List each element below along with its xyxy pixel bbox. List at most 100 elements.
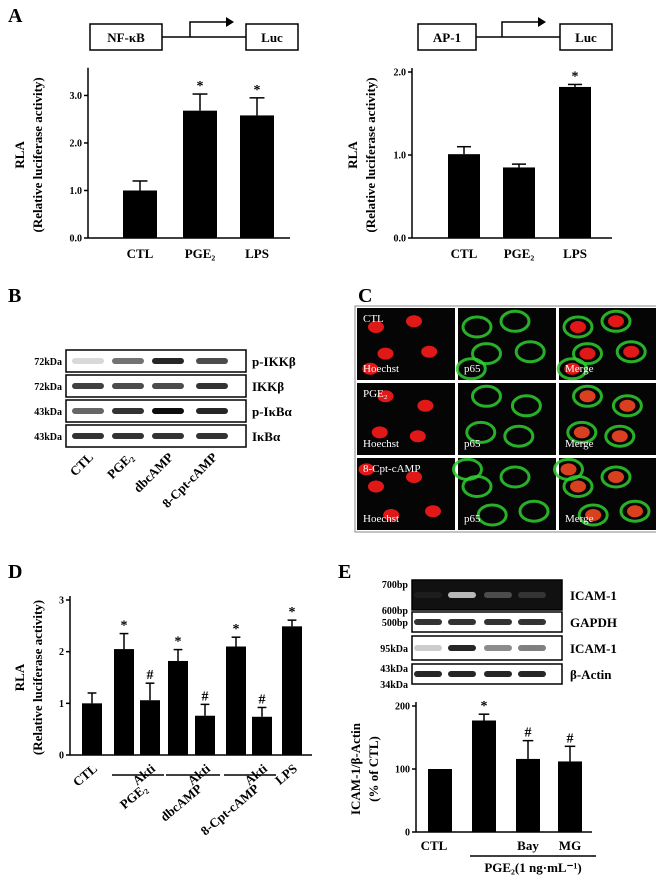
blot-band (72, 408, 104, 414)
p65-stain (499, 309, 531, 333)
channel-label: Merge (565, 363, 594, 375)
panel-label-b: B (8, 285, 21, 307)
p65-stain (572, 384, 603, 408)
gel-row-label: GAPDH (570, 615, 617, 630)
group-label: PGE₂ (117, 781, 150, 812)
p65-stain (455, 357, 487, 381)
significance-mark: # (525, 726, 532, 741)
category-label: CTL (127, 246, 154, 261)
bar (195, 715, 215, 755)
blot-band (196, 358, 228, 364)
p65-stain (577, 503, 609, 527)
p65-stain (452, 457, 483, 481)
channel-label: Hoechst (363, 363, 399, 375)
size-marker: 500bp (382, 618, 409, 629)
lane-label: CTL (421, 838, 448, 853)
nucleus-spot (368, 480, 384, 493)
transcription-arrow-icon (226, 17, 234, 27)
y-axis-label: RLA (345, 141, 360, 169)
nucleus-spot (627, 505, 643, 518)
western-blot-b: 72kDa p-IKKβ 72kDa IKKβ 43kDa p-IκBα 43kDa IκBα… (34, 349, 296, 511)
nucleus-spot (368, 321, 384, 333)
chart-e-densitometry: 0 100 200 ICAM-1/β-Actin (% of CTL) * # # CTL Bay… (348, 699, 596, 875)
panel-label-a: A (8, 5, 23, 27)
y-axis-label-sub: (Relative luciferase activity) (30, 77, 45, 232)
gel-row-label: β-Actin (570, 667, 612, 682)
y-axis-label: ICAM-1/β-Actin (348, 722, 363, 815)
y-axis-label-sub: (Relative luciferase activity) (30, 600, 45, 755)
significance-mark: * (289, 605, 296, 620)
blot-row-label: p-IKKβ (252, 354, 296, 369)
nucleus-spot (421, 345, 438, 358)
category-label: LPS (563, 246, 587, 261)
p65-stain (461, 315, 493, 339)
blot-band (196, 408, 228, 414)
size-marker: 72kDa (34, 382, 62, 393)
size-marker: 43kDa (380, 664, 408, 675)
y-tick-label: 1.0 (394, 151, 407, 162)
size-marker: 95kDa (380, 644, 408, 655)
p65-stain (600, 465, 632, 489)
lane-label: LPS (272, 761, 300, 788)
p65-stain (619, 499, 651, 523)
p65-stain (510, 394, 542, 418)
y-axis-label: RLA (12, 663, 27, 691)
gel-band (414, 645, 442, 651)
nucleus-spot (579, 347, 596, 360)
significance-mark: # (202, 689, 209, 704)
nfkb-reporter-label: Luc (261, 30, 283, 45)
nucleus-spot (564, 362, 581, 375)
nucleus-spot (608, 471, 624, 483)
group-label: dbcAMP (157, 781, 205, 825)
channel-label: p65 (464, 363, 481, 375)
blot-band (152, 433, 184, 439)
category-label: PGE₂ (504, 246, 535, 261)
gel-band (448, 671, 476, 677)
bar (82, 703, 102, 755)
significance-mark: * (233, 622, 240, 637)
nucleus-spot (358, 463, 375, 476)
construct-nfkb: NF-κB Luc (89, 17, 299, 51)
p65-stain (556, 357, 588, 381)
chart-d-luciferase: 0 1 2 3 RLA (Relative luciferase activity) * # *… (12, 596, 312, 838)
gel-band (484, 619, 512, 625)
bar (240, 115, 274, 238)
y-tick-label: 0.0 (70, 234, 83, 245)
p65-stain (615, 340, 647, 364)
nucleus-spot (623, 345, 640, 358)
p65-stain (503, 424, 535, 448)
size-marker: 43kDa (34, 407, 62, 418)
blot-band (196, 383, 228, 389)
bar (114, 649, 134, 755)
blot-band (72, 433, 104, 439)
nucleus-spot (383, 509, 400, 521)
blot-band (112, 358, 144, 364)
blot-band (112, 433, 144, 439)
size-marker: 43kDa (34, 432, 62, 443)
significance-mark: * (175, 635, 182, 650)
blot-band (112, 383, 144, 389)
size-marker: 700bp (382, 580, 409, 591)
significance-mark: * (121, 619, 128, 634)
nucleus-spot (406, 471, 422, 483)
p65-stain (566, 420, 598, 444)
group-label: 8-Cpt-cAMP (198, 781, 262, 838)
gel-row-label: ICAM-1 (570, 641, 617, 656)
p65-stain (471, 342, 502, 366)
y-tick-label: 2.0 (70, 138, 83, 149)
bar (252, 716, 272, 755)
blot-band (196, 433, 228, 439)
gel-band (414, 619, 442, 625)
p65-stain (572, 342, 603, 366)
panel-label-c: C (358, 285, 372, 307)
gel-band (414, 592, 442, 598)
bar (123, 190, 157, 238)
y-axis-label-sub: (% of CTL) (366, 736, 381, 802)
gel-band (448, 645, 476, 651)
significance-mark: * (197, 79, 204, 94)
nucleus-spot (573, 426, 590, 439)
nucleus-spot (579, 390, 596, 403)
y-axis-label-sub: (Relative luciferase activity) (363, 77, 378, 232)
p65-stain (471, 384, 502, 408)
